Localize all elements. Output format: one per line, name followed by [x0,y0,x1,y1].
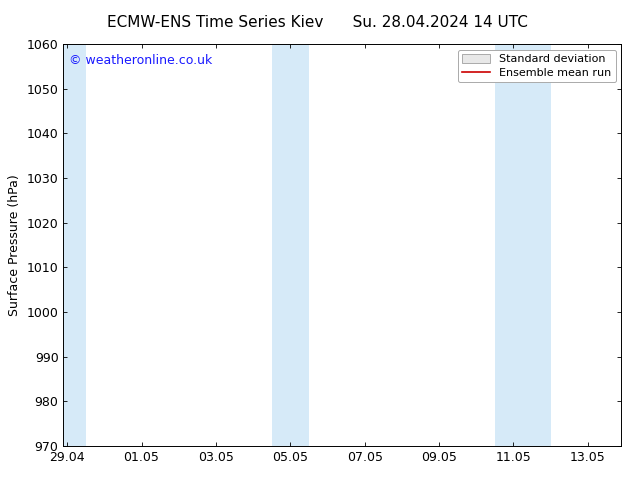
Y-axis label: Surface Pressure (hPa): Surface Pressure (hPa) [8,174,21,316]
Legend: Standard deviation, Ensemble mean run: Standard deviation, Ensemble mean run [458,49,616,82]
Text: ECMW-ENS Time Series Kiev      Su. 28.04.2024 14 UTC: ECMW-ENS Time Series Kiev Su. 28.04.2024… [107,15,527,30]
Bar [272,44,309,446]
Bar [63,44,86,446]
Text: © weatheronline.co.uk: © weatheronline.co.uk [69,54,212,67]
Bar [495,44,551,446]
